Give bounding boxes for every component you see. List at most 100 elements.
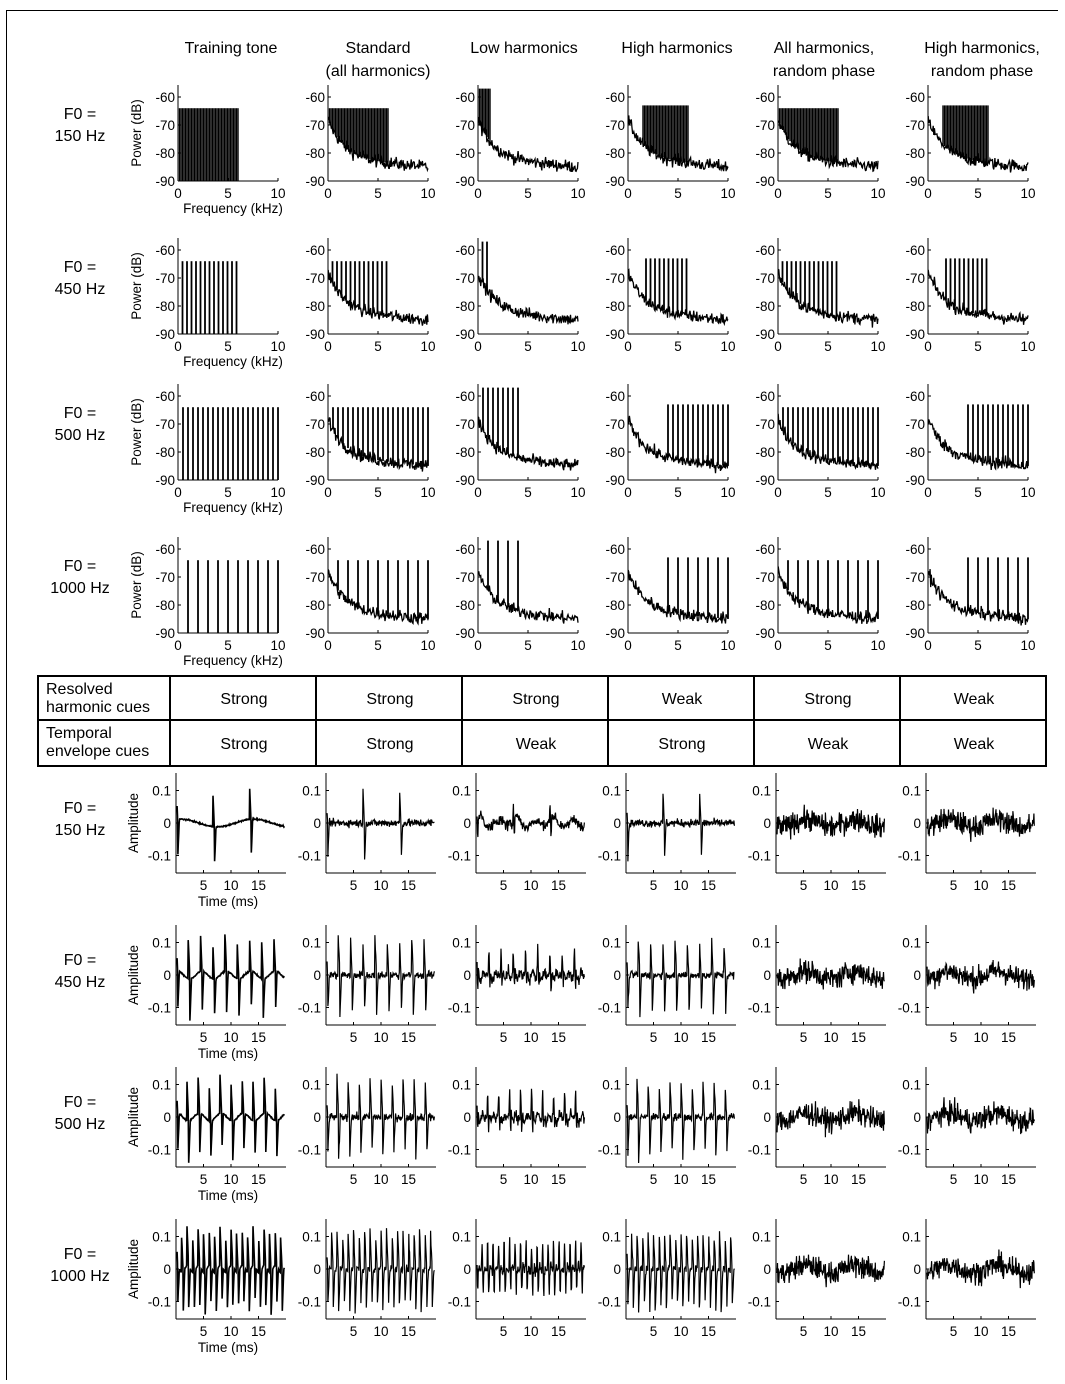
waveform-panel-r3-c1: 0.1 0 -0.1 5 10 15 [298, 1219, 436, 1339]
waveform-x-tick-label: 15 [401, 1172, 416, 1187]
spectrum-panel-r2-c5: -60 -70 -80 -900 5 10 [905, 384, 1036, 500]
spectrum-y-tick-label: -90 [605, 174, 625, 189]
column-header-2-line-0: Low harmonics [470, 40, 578, 57]
waveform-x-tick-label: 5 [800, 1030, 808, 1045]
spectrum-x-tick-label: 0 [324, 485, 332, 500]
spectrum-y-tick-label: -60 [455, 542, 475, 557]
waveform-y-tick-label: 0 [613, 968, 621, 983]
spectrum-x-tick-label: 10 [570, 186, 585, 201]
waveform-x-tick-label: 5 [650, 1172, 658, 1187]
spectrum-y-tick-label: -80 [605, 445, 625, 460]
spectrum-panel-r3-c4: -60 -70 -80 -900 5 10 [755, 537, 886, 653]
spectrum-x-tick-label: 10 [270, 186, 285, 201]
waveform-y-tick-label: 0 [163, 968, 171, 983]
column-header-4-line-1: random phase [773, 63, 875, 80]
waveform-x-axis-label: Time (ms) [198, 894, 258, 909]
spectrum-x-tick-label: 0 [174, 638, 182, 653]
spectrum-panel-r0-c1: -60 -70 -80 -900 5 10 [305, 85, 436, 201]
waveform-row-label-0-line-0: F0 = [64, 800, 96, 817]
spectrum-x-tick-label: 10 [720, 339, 735, 354]
waveform-y-tick-label: 0.1 [452, 1078, 471, 1093]
waveform-y-tick-label: 0 [613, 1110, 621, 1125]
waveform-panel-r2-c5: 0.1 0 -0.1 5 10 15 [898, 1067, 1036, 1187]
waveform-x-tick-label: 15 [551, 878, 566, 893]
waveform-y-tick-label: -0.1 [298, 1143, 321, 1158]
spectrum-x-tick-label: 10 [720, 186, 735, 201]
waveform-x-tick-label: 10 [523, 1172, 538, 1187]
spectrum-x-tick-label: 5 [524, 186, 532, 201]
waveform-y-tick-label: 0.1 [602, 1230, 621, 1245]
waveform-x-tick-label: 5 [200, 1030, 208, 1045]
spectrum-y-tick-label: -80 [455, 445, 475, 460]
waveform-x-tick-label: 10 [223, 1324, 238, 1339]
waveform-x-tick-label: 5 [350, 1172, 358, 1187]
waveform-y-tick-label: -0.1 [898, 1295, 921, 1310]
spectrum-y-tick-label: -80 [455, 598, 475, 613]
spectrum-x-tick-label: 10 [420, 186, 435, 201]
column-header-5-line-0: High harmonics, [924, 40, 1040, 57]
spectrum-y-axis-label: Power (dB) [129, 551, 144, 619]
cue-value-r1-c2: Weak [516, 736, 558, 753]
column-header-4-line-0: All harmonics, [774, 40, 874, 57]
spectrum-noise-floor [777, 566, 879, 625]
waveform-trace [926, 1097, 1035, 1135]
spectrum-x-tick-label: 10 [1020, 339, 1035, 354]
waveform-y-tick-label: 0 [463, 1262, 471, 1277]
spectrum-y-tick-label: -60 [605, 389, 625, 404]
waveform-x-tick-label: 15 [701, 1030, 716, 1045]
spectrum-x-tick-label: 10 [420, 485, 435, 500]
waveform-panel-r2-c3: 0.1 0 -0.1 5 10 15 [598, 1067, 736, 1187]
spectrum-y-tick-label: -60 [155, 90, 175, 105]
waveform-x-tick-label: 15 [1001, 1030, 1016, 1045]
spectrum-y-tick-label: -70 [155, 118, 175, 133]
spectrum-panel-r1-c2: -60 -70 -80 -900 5 10 [455, 238, 586, 354]
spectrum-y-tick-label: -70 [605, 417, 625, 432]
spectrum-y-tick-label: -60 [605, 90, 625, 105]
spectrum-panel-r0-c3: -60 -70 -80 -900 5 10 [605, 85, 736, 201]
waveform-x-tick-label: 10 [973, 1172, 988, 1187]
spectrum-x-tick-label: 10 [570, 638, 585, 653]
waveform-x-tick-label: 10 [823, 1030, 838, 1045]
waveform-y-tick-label: -0.1 [298, 1295, 321, 1310]
waveform-x-tick-label: 15 [251, 1172, 266, 1187]
spectrum-y-tick-label: -60 [155, 389, 175, 404]
spectrum-y-tick-label: -60 [755, 389, 775, 404]
spectrum-noise-floor [327, 416, 429, 472]
waveform-y-tick-label: -0.1 [748, 1143, 771, 1158]
spectrum-y-tick-label: -90 [305, 473, 325, 488]
spectrum-y-tick-label: -80 [755, 598, 775, 613]
spectrum-y-tick-label: -70 [155, 570, 175, 585]
spectrum-x-tick-label: 5 [824, 638, 832, 653]
waveform-trace [326, 788, 435, 860]
waveform-y-tick-label: 0.1 [302, 936, 321, 951]
waveform-x-tick-label: 5 [350, 1030, 358, 1045]
waveform-y-tick-label: -0.1 [898, 1143, 921, 1158]
spectrum-y-tick-label: -60 [305, 243, 325, 258]
spectrum-panel-r1-c4: -60 -70 -80 -900 5 10 [755, 238, 886, 354]
waveform-y-tick-label: -0.1 [298, 1001, 321, 1016]
waveform-panel-r0-c3: 0.1 0 -0.1 5 10 15 [598, 773, 736, 893]
waveform-x-tick-label: 15 [851, 1030, 866, 1045]
waveform-y-tick-label: -0.1 [598, 1001, 621, 1016]
spectrum-x-tick-label: 5 [224, 339, 232, 354]
spectrum-y-tick-label: -80 [905, 445, 925, 460]
spectrum-x-tick-label: 0 [924, 485, 932, 500]
waveform-x-tick-label: 15 [851, 1324, 866, 1339]
spectrum-x-tick-label: 0 [174, 339, 182, 354]
waveform-x-tick-label: 5 [200, 1324, 208, 1339]
waveform-x-tick-label: 5 [800, 1324, 808, 1339]
waveform-x-tick-label: 10 [223, 1172, 238, 1187]
waveform-panel-r3-c2: 0.1 0 -0.1 5 10 15 [448, 1219, 586, 1339]
spectrum-y-tick-label: -90 [905, 327, 925, 342]
waveform-y-tick-label: 0 [163, 1262, 171, 1277]
spectrum-row-label-3-line-1: 1000 Hz [50, 580, 110, 597]
spectrum-y-tick-label: -70 [755, 570, 775, 585]
spectrum-x-tick-label: 5 [374, 638, 382, 653]
spectrum-y-tick-label: -90 [155, 174, 175, 189]
spectrum-panel-r3-c1: -60 -70 -80 -900 5 10 [305, 537, 436, 653]
spectrum-y-tick-label: -70 [755, 417, 775, 432]
waveform-x-tick-label: 5 [950, 878, 958, 893]
waveform-y-tick-label: -0.1 [598, 1143, 621, 1158]
